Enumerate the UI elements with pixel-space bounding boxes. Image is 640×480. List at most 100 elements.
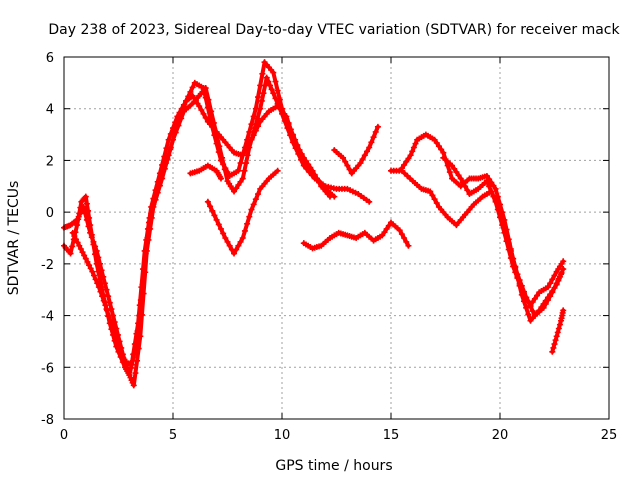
data-point (132, 370, 139, 377)
data-point (544, 284, 551, 291)
y-tick-label: -4 (41, 310, 54, 325)
data-point (525, 311, 532, 318)
data-point (490, 193, 497, 200)
data-point (433, 200, 440, 207)
data-point (550, 344, 557, 351)
data-point (252, 105, 259, 112)
data-point (117, 347, 124, 354)
data-point (527, 302, 534, 309)
data-point (451, 165, 458, 172)
data-point (313, 175, 320, 182)
data-point (547, 280, 554, 287)
data-point (409, 148, 416, 155)
data-point (429, 192, 436, 199)
data-point (252, 196, 259, 203)
data-point (252, 127, 259, 134)
data-point (161, 153, 168, 160)
data-series (549, 307, 567, 355)
data-point (180, 101, 187, 108)
data-point (215, 149, 222, 156)
data-point (300, 154, 307, 161)
data-point (459, 179, 466, 186)
x-tick-label: 15 (383, 428, 400, 443)
data-series (440, 154, 567, 309)
data-point (285, 119, 292, 126)
data-point (204, 104, 211, 111)
data-point (401, 161, 408, 168)
data-point (483, 178, 490, 185)
data-point (514, 275, 521, 282)
data-point (558, 269, 565, 276)
x-tick-label: 0 (60, 428, 68, 443)
data-point (276, 96, 283, 103)
data-point (427, 188, 434, 195)
data-point (154, 178, 161, 185)
data-point (95, 268, 102, 275)
y-tick-label: -6 (41, 361, 54, 376)
data-point (499, 222, 506, 229)
y-tick-label: 2 (46, 154, 54, 169)
data-point (366, 144, 373, 151)
data-point (258, 97, 265, 104)
data-point (381, 229, 388, 236)
data-series (61, 74, 373, 389)
data-point (540, 300, 547, 307)
data-point (523, 294, 530, 301)
data-point (200, 85, 207, 92)
data-point (215, 221, 222, 228)
data-point (361, 152, 368, 159)
data-point (270, 69, 277, 76)
data-point (76, 242, 83, 249)
data-point (547, 291, 554, 298)
data-point (90, 272, 97, 279)
data-point (69, 243, 76, 250)
data-point (464, 187, 471, 194)
data-point (410, 144, 417, 151)
data-series (69, 92, 333, 368)
y-tick-label: -2 (41, 258, 54, 273)
data-point (272, 95, 279, 102)
data-point (178, 105, 185, 112)
data-point (298, 150, 305, 157)
data-point (529, 308, 536, 315)
x-tick-label: 10 (274, 428, 291, 443)
data-point (213, 216, 220, 223)
data-point (274, 87, 281, 94)
data-point (167, 130, 174, 137)
data-point (217, 157, 224, 164)
data-point (501, 229, 508, 236)
data-point (213, 140, 220, 147)
data-point (512, 269, 519, 276)
data-point (120, 355, 127, 362)
data-point (237, 160, 244, 167)
data-point (75, 216, 82, 223)
data-point (446, 169, 453, 176)
data-point (233, 185, 240, 192)
data-point (366, 198, 373, 205)
data-point (246, 140, 253, 147)
x-tick-label: 5 (169, 428, 177, 443)
data-point (520, 290, 527, 297)
data-point (82, 193, 89, 200)
data-point (385, 222, 392, 229)
data-point (518, 286, 525, 293)
data-point (88, 231, 95, 238)
data-point (248, 206, 255, 213)
data-point (67, 250, 74, 257)
data-point (172, 119, 179, 126)
data-point (69, 229, 76, 236)
data-point (435, 143, 442, 150)
data-series (331, 123, 381, 177)
data-point (207, 203, 214, 210)
data-point (551, 284, 558, 291)
data-point (209, 207, 216, 214)
data-point (555, 325, 562, 332)
data-point (309, 167, 316, 174)
data-point (217, 225, 224, 232)
data-point (159, 161, 166, 168)
data-point (260, 90, 267, 97)
data-point (455, 172, 462, 179)
data-point (136, 302, 143, 309)
data-point (483, 172, 490, 179)
data-point (202, 94, 209, 101)
